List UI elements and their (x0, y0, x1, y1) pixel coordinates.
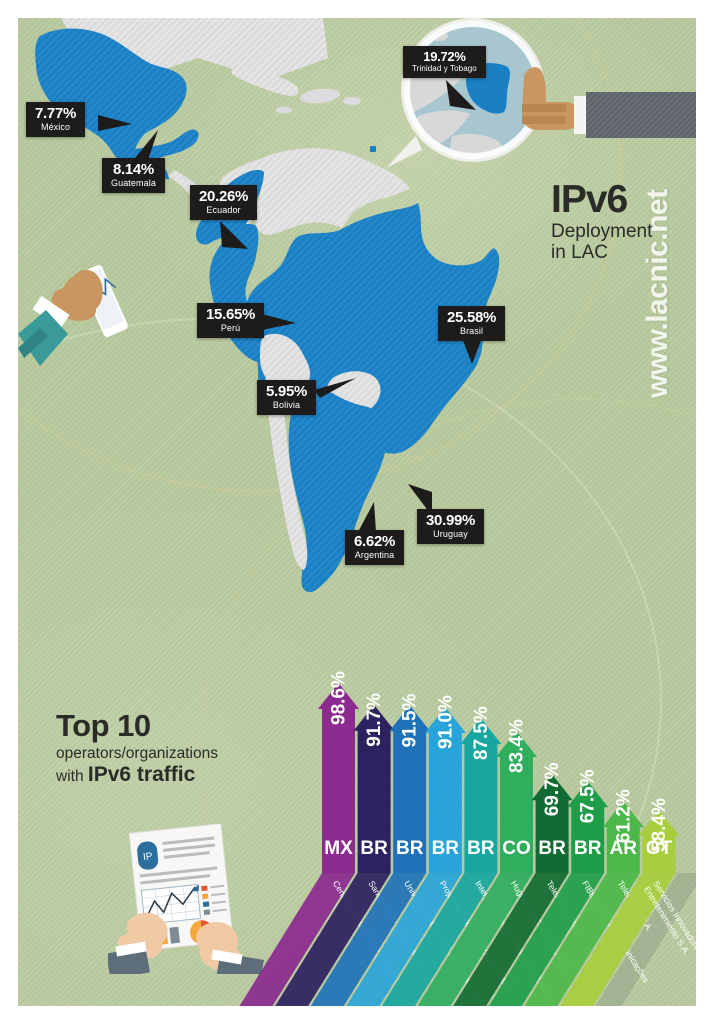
map-label-peru: 15.65% Perú (197, 303, 265, 338)
map-label-bolivia: 5.95% Bolivia (257, 380, 317, 415)
map-label-country: Perú (220, 323, 241, 333)
map-label-tail-brasil (462, 338, 482, 364)
map-label-tail-guatemala (130, 130, 158, 164)
map-label-uruguay: 30.99% Uruguay (417, 509, 485, 544)
map-label-ecuador: 20.26% Ecuador (190, 185, 258, 220)
map-region-venezuela-guyanas-inactive (255, 148, 410, 235)
map-label-tail-bolivia (314, 378, 356, 398)
map-label-country: Uruguay (433, 529, 468, 539)
map-label-country: Ecuador (206, 205, 241, 215)
map-region-cuba (232, 64, 299, 97)
report-ipv6-logo: IP (137, 841, 159, 870)
top10-subheading-prefix: with (56, 767, 88, 785)
map-label-percent: 7.77% (35, 105, 77, 122)
page-subtitle-line2: in LAC (551, 242, 609, 264)
website-url[interactable]: www.lacnic.net (641, 189, 674, 398)
map-label-country: Trinidad y Tobago (412, 64, 477, 73)
map-label-country: México (40, 122, 71, 132)
svg-text:IP: IP (143, 851, 154, 863)
map-region-jamaica (276, 106, 292, 114)
thumbs-up-hand-illustration (522, 67, 696, 138)
map-label-tail-uruguay (408, 484, 432, 516)
top10-heading: Top 10 (56, 708, 151, 743)
poster-canvas: 7.77% México 8.14% Guatemala 19.72% Trin… (18, 18, 696, 1006)
map-label-percent: 19.72% (423, 49, 466, 64)
map-label-mexico: 7.77% México (26, 102, 86, 137)
map-label-tail-trinidad (446, 80, 476, 110)
top10-subheading-line1: operators/organizations (56, 745, 218, 762)
hands-holding-report-illustration: IP (108, 824, 264, 974)
page-subtitle-line1: Deployment (551, 221, 653, 243)
map-label-percent: 8.14% (112, 161, 154, 178)
map-label-guatemala: 8.14% Guatemala (102, 158, 165, 193)
map-label-percent: 5.95% (266, 383, 308, 400)
page-subtitle: Deployment in LAC (551, 221, 652, 264)
map-region-hispaniola (300, 88, 340, 104)
map-label-country: Guatemala (111, 178, 156, 188)
map-label-tail-ecuador (220, 221, 248, 249)
map-region-puerto-rico (343, 97, 361, 105)
page-title: IPv6 (551, 178, 628, 221)
map-label-country: Bolivia (272, 400, 301, 410)
map-label-tail-peru (262, 314, 296, 330)
map-label-percent: 6.62% (354, 533, 396, 550)
right-hand (196, 922, 264, 974)
map-region-trinidad-marker (370, 146, 376, 152)
map-label-percent: 15.65% (206, 306, 256, 323)
map-label-brasil: 25.58% Brasil (438, 306, 506, 341)
map-label-tail-mexico (98, 115, 132, 131)
map-label-country: Argentina (354, 550, 395, 560)
map-region-uruguay (366, 417, 405, 453)
top10-subheading-bold: IPv6 traffic (87, 762, 196, 786)
map-label-trinidad-y-tobago: 19.72% Trinidad y Tobago (403, 46, 486, 78)
map-region-baja-california (38, 42, 70, 104)
map-region-mexico (35, 28, 199, 168)
map-label-percent: 30.99% (426, 512, 476, 529)
map-label-percent: 20.26% (199, 188, 249, 205)
map-region-argentina (288, 387, 389, 593)
top10-heading-block: Top 10 operators/organizations with IPv6… (56, 710, 218, 787)
map-label-country: Brasil (459, 326, 484, 336)
map-label-percent: 25.58% (447, 309, 497, 326)
map-label-argentina: 6.62% Argentina (345, 530, 405, 565)
page-title-block: IPv6 Deployment in LAC (551, 178, 652, 264)
hand-with-phone-illustration (18, 265, 128, 366)
map-label-tail-argentina (358, 502, 376, 532)
top10-subheading-line2: with IPv6 traffic (56, 763, 218, 787)
left-hand (108, 912, 168, 974)
